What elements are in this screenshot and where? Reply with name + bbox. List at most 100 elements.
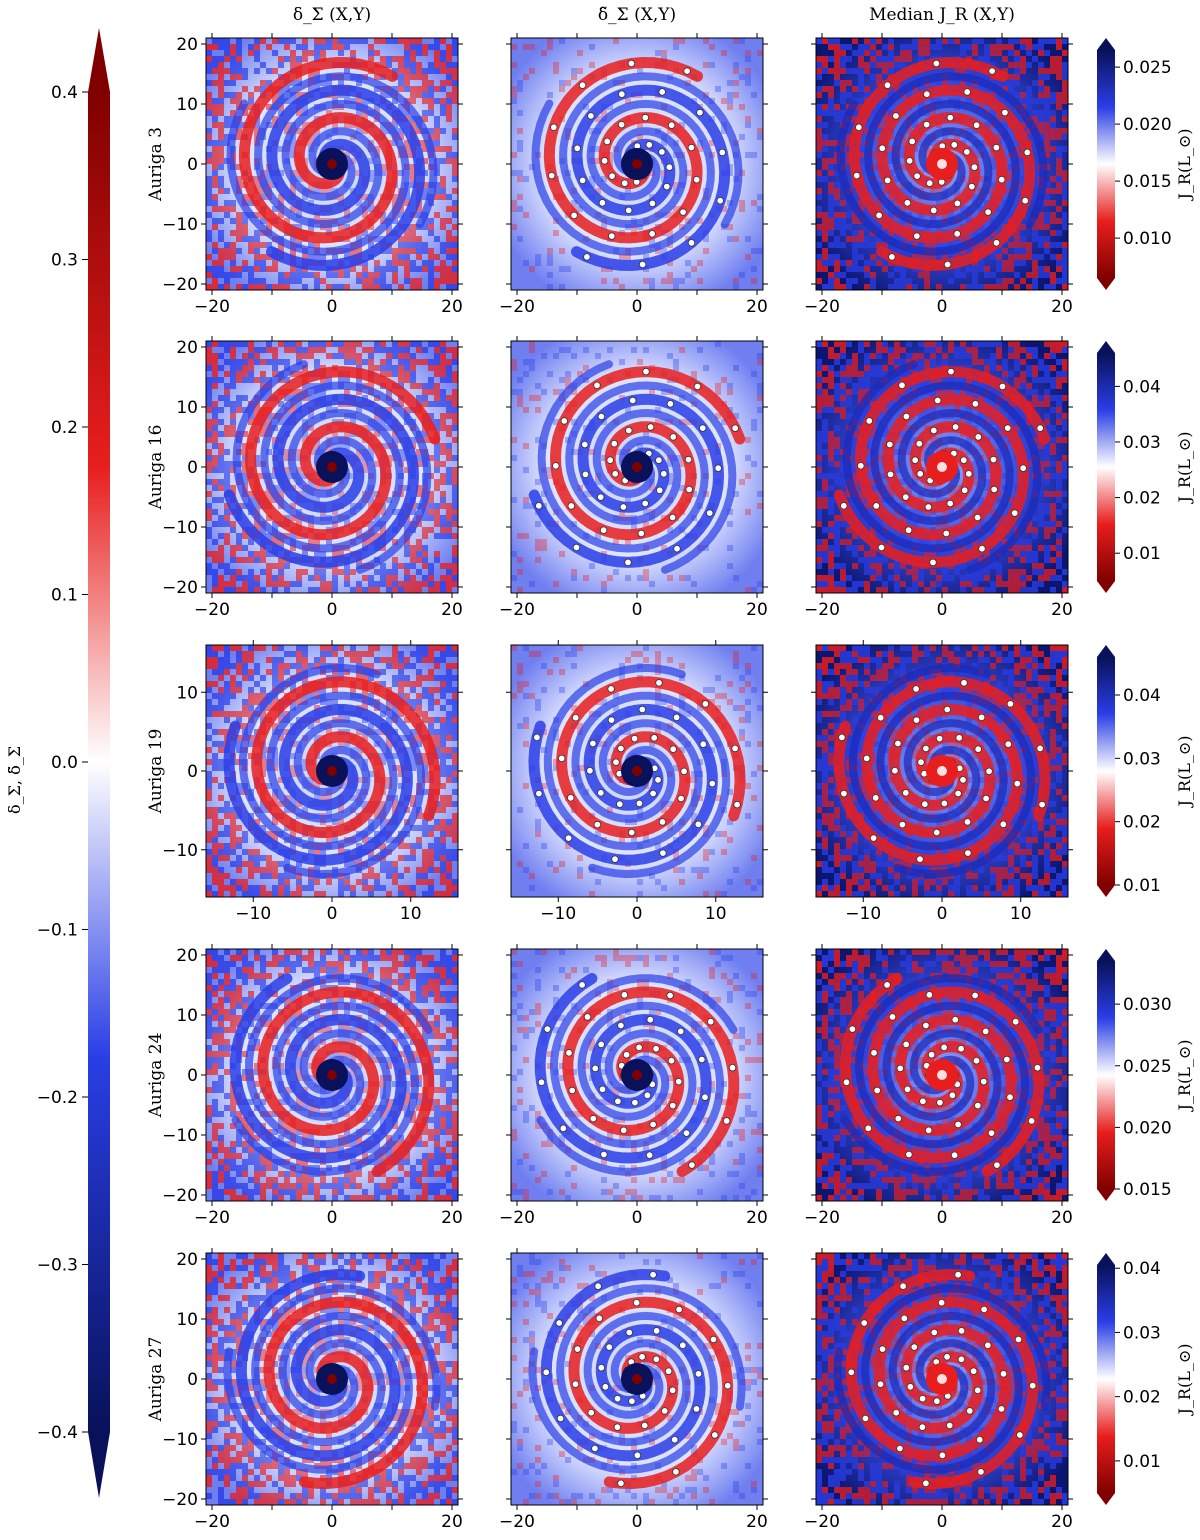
- column-title-delta: δ_Σ (X,Y): [293, 5, 371, 25]
- heatmap-cell: [446, 254, 452, 260]
- heatmap-cell: [840, 98, 846, 104]
- heatmap-cell: [822, 389, 828, 395]
- heatmap-cell: [816, 254, 822, 260]
- heatmap-cell: [894, 284, 900, 290]
- heatmap-cell: [978, 569, 984, 575]
- heatmap-cell: [535, 437, 541, 443]
- heatmap-cell: [1044, 200, 1050, 206]
- heatmap-cell: [906, 353, 912, 359]
- arm-marker: [905, 157, 914, 165]
- heatmap-cell: [446, 563, 452, 569]
- heatmap-cell: [392, 122, 398, 128]
- heatmap-cell: [248, 539, 254, 545]
- heatmap-cell: [212, 485, 218, 491]
- heatmap-cell: [822, 419, 828, 425]
- heatmap-cell: [284, 341, 290, 347]
- heatmap-cell: [852, 278, 858, 284]
- heatmap-cell: [224, 521, 230, 527]
- heatmap-cell: [816, 230, 822, 236]
- heatmap-cell: [864, 359, 870, 365]
- heatmap-cell: [410, 557, 416, 563]
- heatmap-cell: [416, 491, 422, 497]
- heatmap-cell: [212, 272, 218, 278]
- y-tick-label: 10: [176, 398, 198, 418]
- heatmap-cell: [888, 563, 894, 569]
- arm-marker: [878, 144, 886, 152]
- arm-marker: [669, 433, 677, 441]
- heatmap-cell: [206, 266, 212, 272]
- heatmap-cell: [1026, 485, 1032, 491]
- heatmap-cell: [858, 581, 864, 587]
- heatmap-cell: [1050, 122, 1056, 128]
- heatmap-cell: [434, 383, 440, 389]
- heatmap-cell: [452, 62, 458, 68]
- heatmap-cell: [212, 164, 218, 170]
- heatmap-cell: [601, 110, 607, 116]
- heatmap-cell: [619, 254, 625, 260]
- arm-marker: [658, 148, 666, 156]
- heatmap-cell: [218, 140, 224, 146]
- heatmap-cell: [816, 473, 822, 479]
- heatmap-cell: [625, 254, 631, 260]
- heatmap-cell: [296, 272, 302, 278]
- heatmap-cell: [254, 359, 260, 365]
- heatmap-cell: [212, 146, 218, 152]
- heatmap-cell: [1014, 254, 1020, 260]
- heatmap-cell: [434, 479, 440, 485]
- heatmap-cell: [440, 443, 446, 449]
- heatmap-cell: [314, 575, 320, 581]
- spiral-arm: [223, 393, 420, 568]
- heatmap-cell: [828, 527, 834, 533]
- heatmap-cell: [326, 341, 332, 347]
- heatmap-cell: [511, 551, 517, 557]
- heatmap-cell: [721, 419, 727, 425]
- heatmap-cell: [236, 236, 242, 242]
- heatmap-cell: [290, 62, 296, 68]
- heatmap-cell: [757, 503, 763, 509]
- heatmap-cell: [816, 383, 822, 389]
- heatmap-cell: [888, 194, 894, 200]
- arm-marker: [552, 462, 560, 470]
- heatmap-cell: [1044, 284, 1050, 290]
- heatmap-cell: [924, 485, 930, 491]
- heatmap-cell: [392, 260, 398, 266]
- heatmap-cell: [422, 401, 428, 407]
- heatmap-cell: [368, 224, 374, 230]
- heatmap-cell: [960, 341, 966, 347]
- heatmap-cell: [517, 533, 523, 539]
- heatmap-cell: [828, 587, 834, 593]
- heatmap-cell: [218, 104, 224, 110]
- heatmap-cell: [876, 371, 882, 377]
- heatmap-cell: [242, 110, 248, 116]
- heatmap-cell: [440, 419, 446, 425]
- arm-marker: [655, 456, 663, 464]
- heatmap-cell: [984, 200, 990, 206]
- heatmap-cell: [942, 359, 948, 365]
- heatmap-cell: [852, 545, 858, 551]
- heatmap-cell: [990, 365, 996, 371]
- heatmap-cell: [302, 122, 308, 128]
- heatmap-cell: [296, 62, 302, 68]
- heatmap-cell: [374, 461, 380, 467]
- heatmap-cell: [212, 206, 218, 212]
- heatmap-cell: [434, 146, 440, 152]
- heatmap-cell: [296, 347, 302, 353]
- heatmap-cell: [242, 230, 248, 236]
- heatmap-cell: [858, 146, 864, 152]
- heatmap-cell: [446, 146, 452, 152]
- heatmap-cell: [936, 497, 942, 503]
- heatmap-cell: [1020, 254, 1026, 260]
- heatmap-cell: [1056, 74, 1062, 80]
- arm-marker: [648, 230, 656, 238]
- heatmap-cell: [368, 449, 374, 455]
- heatmap-cell: [912, 353, 918, 359]
- heatmap-cell: [966, 284, 972, 290]
- heatmap-cell: [1032, 533, 1038, 539]
- heatmap-cell: [1032, 515, 1038, 521]
- heatmap-cell: [960, 248, 966, 254]
- heatmap-cell: [667, 353, 673, 359]
- heatmap-cell: [822, 431, 828, 437]
- heatmap-cell: [302, 491, 308, 497]
- heatmap-cell: [1020, 68, 1026, 74]
- heatmap-cell: [1044, 527, 1050, 533]
